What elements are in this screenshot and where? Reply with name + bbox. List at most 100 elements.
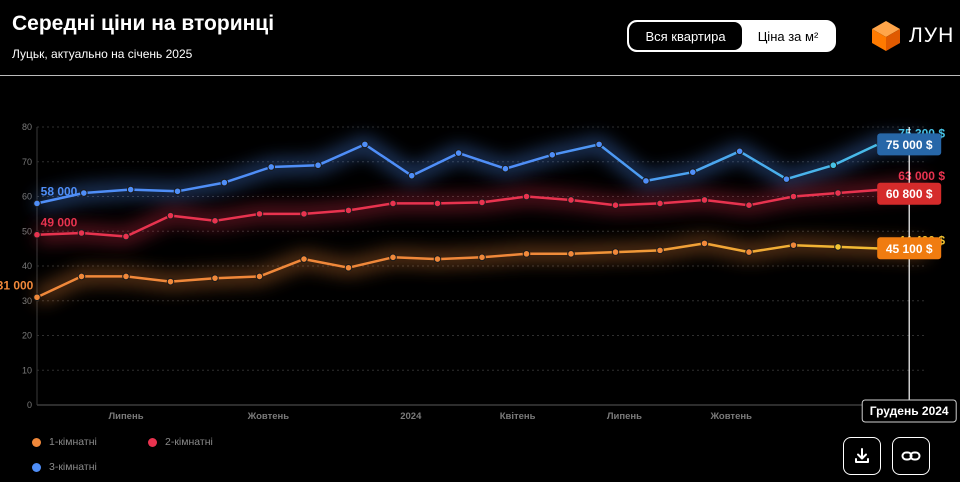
data-point — [267, 163, 276, 171]
data-point — [344, 206, 353, 215]
data-point — [33, 293, 41, 302]
series-start-label: 58 000 — [41, 184, 78, 198]
y-tick-label: 10 — [22, 365, 32, 375]
x-tick-label: Липень — [108, 411, 143, 422]
hover-date-badge — [861, 399, 957, 423]
page-title: Середні ціни на вторинці — [12, 12, 275, 35]
data-point — [700, 239, 709, 248]
data-point — [255, 272, 264, 281]
toggle-price-per-m2[interactable]: Ціна за м² — [757, 28, 819, 44]
share-link-button[interactable] — [892, 437, 930, 475]
data-point — [173, 187, 182, 196]
data-point — [611, 248, 620, 256]
y-axis: 0 10 20 30 40 50 60 70 80 — [22, 122, 32, 410]
data-point — [478, 253, 486, 262]
data-point — [789, 241, 798, 249]
data-point — [745, 248, 753, 256]
brand-name: ЛУН — [909, 24, 955, 47]
legend-item-1-room[interactable]: 1-кімнатні — [32, 436, 97, 448]
data-point — [344, 263, 353, 272]
toggle-whole-apartment[interactable]: Вся квартира — [629, 22, 742, 50]
link-icon — [901, 451, 921, 461]
data-point — [361, 140, 369, 149]
data-point — [735, 147, 744, 156]
brand-logo[interactable]: ЛУН — [871, 20, 954, 52]
data-point — [642, 177, 650, 185]
data-point — [300, 210, 308, 218]
data-point — [166, 277, 175, 286]
cube-logo-icon — [872, 21, 900, 51]
data-point — [122, 272, 130, 281]
data-point — [745, 201, 753, 209]
data-point — [389, 253, 397, 262]
x-tick-label: Жовтень — [247, 411, 290, 422]
data-point — [478, 198, 486, 207]
series-line-3-room — [36, 142, 927, 205]
x-axis: Липень Жовтень 2024 Квітень Липень Жовтень — [108, 411, 752, 422]
data-point — [33, 230, 41, 239]
data-point — [501, 164, 510, 173]
data-point — [255, 210, 264, 218]
data-point — [80, 189, 88, 197]
series-start-label: 31 000 — [0, 278, 34, 292]
data-point — [700, 196, 709, 204]
x-tick-label: Квітень — [500, 411, 536, 422]
y-tick-label: 60 — [22, 192, 32, 202]
page-subtitle: Луцьк, актуально на січень 2025 — [12, 47, 193, 61]
price-mode-toggle[interactable]: Вся квартира Ціна за м² — [627, 20, 836, 52]
data-point — [211, 217, 219, 225]
y-tick-label: 70 — [22, 157, 32, 167]
hover-value-label: 60 800 $ — [886, 187, 933, 201]
data-point — [211, 274, 219, 282]
download-icon — [855, 448, 869, 463]
download-button[interactable] — [843, 437, 881, 475]
x-tick-label: Липень — [607, 411, 642, 422]
data-point — [33, 199, 41, 208]
hover-value-badge — [877, 182, 942, 205]
legend-label: 3-кімнатні — [49, 461, 97, 473]
data-point — [656, 199, 664, 208]
data-point — [166, 211, 175, 220]
hover-value-badge — [877, 133, 942, 156]
data-point — [548, 151, 557, 159]
y-tick-label: 0 — [27, 400, 32, 410]
data-point — [595, 140, 603, 149]
y-tick-label: 20 — [22, 331, 32, 341]
x-tick-label: 2024 — [400, 411, 422, 422]
data-point — [567, 250, 575, 258]
data-point — [314, 161, 322, 170]
legend-item-3-room[interactable]: 3-кімнатні — [32, 461, 97, 473]
data-point — [126, 185, 135, 194]
header-divider — [0, 75, 960, 76]
hover-crosshair: 75 000 $ 60 800 $ 45 100 $ Грудень 2024 — [861, 127, 957, 423]
data-point — [77, 272, 86, 281]
data-point — [454, 149, 463, 157]
hover-value-badge — [877, 237, 942, 260]
data-point — [389, 199, 397, 208]
series-glows — [34, 136, 928, 304]
y-tick-label: 40 — [22, 261, 32, 271]
data-point — [829, 161, 838, 170]
legend-dot — [148, 437, 157, 447]
data-point — [789, 192, 798, 201]
series-start-label: 49 000 — [41, 216, 78, 230]
data-point — [433, 255, 442, 263]
data-point — [407, 171, 416, 180]
x-tick-label: Жовтень — [709, 411, 752, 422]
data-point — [834, 189, 842, 197]
legend-label: 2-кімнатні — [165, 436, 213, 448]
data-point — [656, 246, 664, 255]
data-point — [782, 175, 791, 183]
series-glow-1-room — [34, 236, 928, 304]
data-point — [834, 243, 842, 251]
data-point — [433, 199, 442, 208]
data-point — [522, 250, 531, 258]
chart-grid — [36, 126, 927, 406]
data-point — [688, 168, 697, 176]
hover-value-label: 75 000 $ — [886, 138, 933, 152]
data-point — [522, 192, 531, 201]
legend-item-2-room[interactable]: 2-кімнатні — [148, 436, 213, 448]
data-point — [611, 201, 620, 209]
data-point — [220, 178, 229, 187]
